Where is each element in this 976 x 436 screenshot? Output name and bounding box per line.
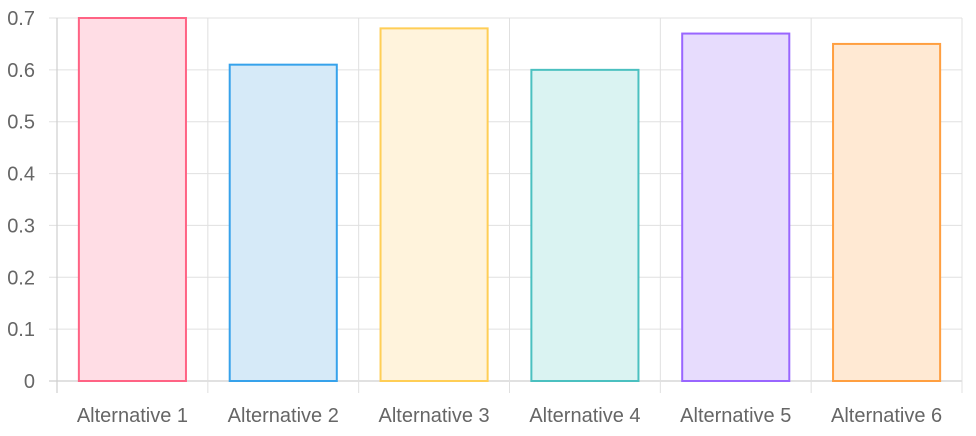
bar-3 xyxy=(379,27,489,382)
x-tick-label-4: Alternative 4 xyxy=(529,405,640,427)
grid xyxy=(49,17,963,393)
y-tick-label-5: 0.5 xyxy=(7,112,35,134)
y-tick-label-4: 0.4 xyxy=(7,164,35,186)
bars xyxy=(77,17,942,383)
x-tick-label-6: Alternative 6 xyxy=(831,405,942,427)
y-tick-label-3: 0.3 xyxy=(7,215,35,237)
bar-5 xyxy=(681,32,791,383)
y-axis-ticks: 0 0.1 0.2 0.3 0.4 0.5 0.6 0.7 xyxy=(7,8,35,393)
bar-1 xyxy=(77,17,187,382)
x-tick-label-1: Alternative 1 xyxy=(77,405,188,427)
x-axis-labels: Alternative 1 Alternative 2 Alternative 3 A… xyxy=(77,405,942,427)
bar-6 xyxy=(832,42,942,383)
y-tick-label-1: 0.1 xyxy=(7,319,35,341)
y-tick-label-7: 0.7 xyxy=(7,8,35,30)
x-tick-label-2: Alternative 2 xyxy=(228,405,339,427)
bar-2 xyxy=(228,63,338,383)
bar-4 xyxy=(530,68,640,382)
y-tick-label-6: 0.6 xyxy=(7,60,35,82)
x-tick-label-5: Alternative 5 xyxy=(680,405,791,427)
x-tick-label-3: Alternative 3 xyxy=(378,405,489,427)
y-tick-label-2: 0.2 xyxy=(7,267,35,289)
y-tick-label-0: 0 xyxy=(24,371,35,393)
